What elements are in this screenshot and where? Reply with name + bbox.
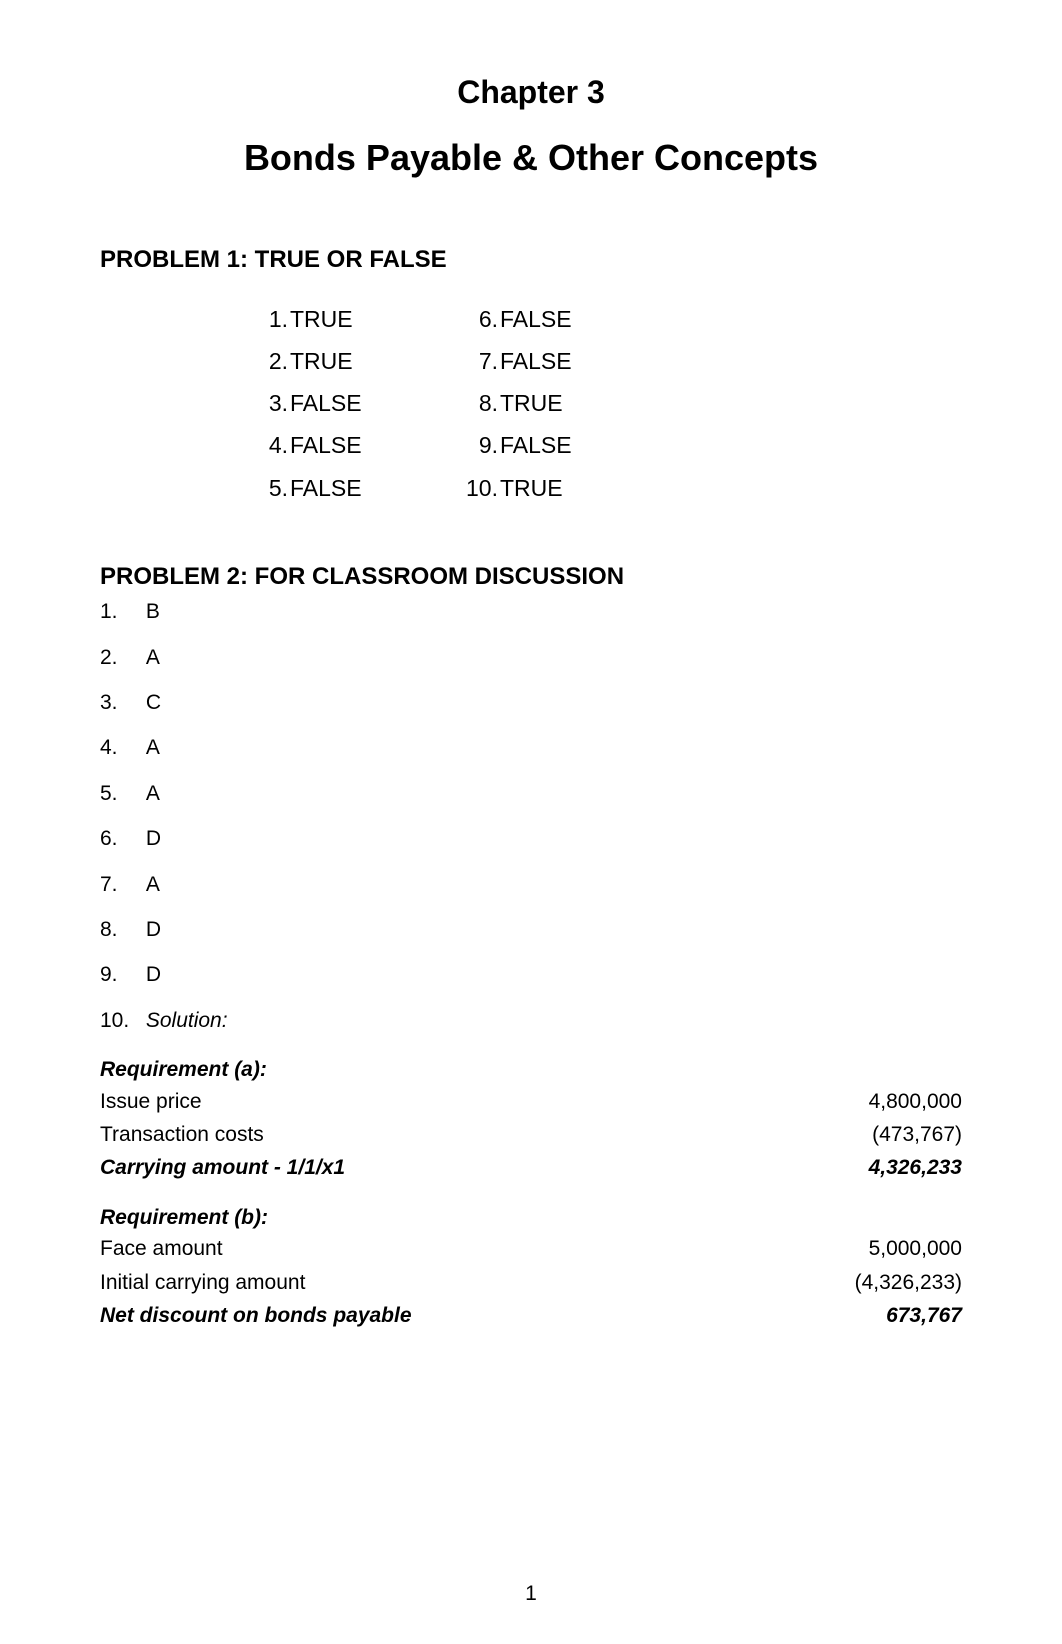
tf-num: 7.	[462, 341, 498, 381]
mc-num: 7.	[100, 870, 134, 899]
fin-total-value: 4,326,233	[724, 1151, 962, 1184]
mc-ans: B	[140, 597, 160, 626]
mc-num: 9.	[100, 960, 134, 989]
chapter-title: Bonds Payable & Other Concepts	[100, 133, 962, 183]
fin-label: Issue price	[100, 1085, 724, 1118]
tf-val: TRUE	[500, 383, 572, 423]
tf-row: 4. FALSE 9. FALSE	[252, 425, 572, 465]
tf-num: 6.	[462, 299, 498, 339]
mc-num: 4.	[100, 733, 134, 762]
mc-row: 8. D	[100, 915, 962, 944]
mc-ans: A	[140, 779, 160, 808]
requirement-b-heading: Requirement (b):	[100, 1203, 962, 1232]
tf-num: 4.	[252, 425, 288, 465]
fin-value: (4,326,233)	[741, 1266, 962, 1299]
requirement-a-heading: Requirement (a):	[100, 1055, 962, 1084]
fin-label: Initial carrying amount	[100, 1266, 741, 1299]
tf-val: FALSE	[500, 425, 572, 465]
fin-total-value: 673,767	[741, 1299, 962, 1332]
tf-val: FALSE	[290, 383, 460, 423]
fin-row: Initial carrying amount (4,326,233)	[100, 1266, 962, 1299]
fin-label: Transaction costs	[100, 1118, 724, 1151]
fin-row: Face amount 5,000,000	[100, 1232, 962, 1265]
mc-num: 8.	[100, 915, 134, 944]
mc-row: 1. B	[100, 597, 962, 626]
mc-num: 2.	[100, 643, 134, 672]
tf-row: 5. FALSE 10. TRUE	[252, 468, 572, 508]
mc-ans: D	[140, 960, 161, 989]
fin-row: Issue price 4,800,000	[100, 1085, 962, 1118]
mc-ans: A	[140, 870, 160, 899]
tf-num: 10.	[462, 468, 498, 508]
mc-num: 3.	[100, 688, 134, 717]
mc-num: 10.	[100, 1006, 134, 1035]
tf-num: 1.	[252, 299, 288, 339]
mc-row: 2. A	[100, 643, 962, 672]
mc-num: 5.	[100, 779, 134, 808]
requirement-a-table: Issue price 4,800,000 Transaction costs …	[100, 1085, 962, 1185]
mc-ans: A	[140, 643, 160, 672]
mc-row: 7. A	[100, 870, 962, 899]
mc-row: 6. D	[100, 824, 962, 853]
tf-row: 2. TRUE 7. FALSE	[252, 341, 572, 381]
mc-num: 1.	[100, 597, 134, 626]
chapter-label: Chapter 3	[100, 70, 962, 115]
tf-val: FALSE	[290, 425, 460, 465]
solution-label: Solution:	[140, 1006, 228, 1035]
fin-row: Transaction costs (473,767)	[100, 1118, 962, 1151]
mc-ans: C	[140, 688, 161, 717]
tf-val: FALSE	[500, 299, 572, 339]
fin-total-label: Net discount on bonds payable	[100, 1299, 741, 1332]
tf-val: FALSE	[290, 468, 460, 508]
fin-label: Face amount	[100, 1232, 741, 1265]
tf-val: FALSE	[500, 341, 572, 381]
tf-num: 3.	[252, 383, 288, 423]
mc-ans: D	[140, 824, 161, 853]
problem1-heading: PROBLEM 1: TRUE OR FALSE	[100, 243, 962, 277]
fin-total-row: Net discount on bonds payable 673,767	[100, 1299, 962, 1332]
tf-val: TRUE	[290, 299, 460, 339]
page-number: 1	[0, 1579, 1062, 1608]
fin-total-row: Carrying amount - 1/1/x1 4,326,233	[100, 1151, 962, 1184]
mc-ans: A	[140, 733, 160, 762]
requirement-b-table: Face amount 5,000,000 Initial carrying a…	[100, 1232, 962, 1332]
mc-row: 4. A	[100, 733, 962, 762]
true-false-table: 1. TRUE 6. FALSE 2. TRUE 7. FALSE 3. FAL…	[250, 297, 574, 510]
mc-row: 9. D	[100, 960, 962, 989]
fin-value: (473,767)	[724, 1118, 962, 1151]
fin-value: 4,800,000	[724, 1085, 962, 1118]
tf-num: 8.	[462, 383, 498, 423]
mc-row: 10. Solution:	[100, 1006, 962, 1035]
mc-ans: D	[140, 915, 161, 944]
tf-val: TRUE	[500, 468, 572, 508]
fin-value: 5,000,000	[741, 1232, 962, 1265]
fin-total-label: Carrying amount - 1/1/x1	[100, 1151, 724, 1184]
mc-row: 3. C	[100, 688, 962, 717]
tf-val: TRUE	[290, 341, 460, 381]
mc-row: 5. A	[100, 779, 962, 808]
tf-row: 3. FALSE 8. TRUE	[252, 383, 572, 423]
tf-row: 1. TRUE 6. FALSE	[252, 299, 572, 339]
mc-answer-list: 1. B 2. A 3. C 4. A 5. A 6. D 7. A 8. D …	[100, 597, 962, 1035]
mc-num: 6.	[100, 824, 134, 853]
tf-num: 2.	[252, 341, 288, 381]
problem2-heading: PROBLEM 2: FOR CLASSROOM DISCUSSION	[100, 560, 962, 594]
tf-num: 5.	[252, 468, 288, 508]
tf-num: 9.	[462, 425, 498, 465]
